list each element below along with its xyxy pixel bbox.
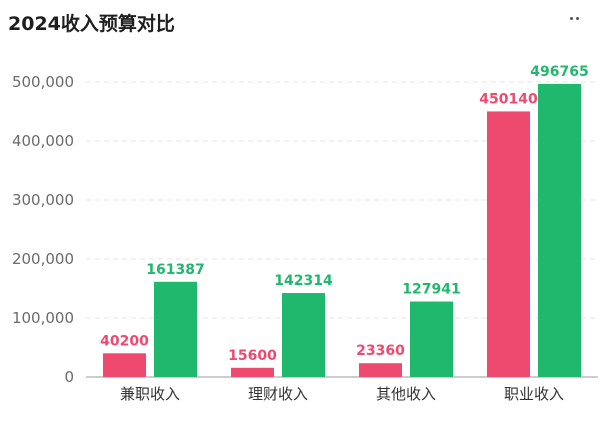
data-label: 15600 [228, 348, 277, 364]
bar[interactable] [154, 281, 197, 377]
data-label: 23360 [356, 343, 405, 359]
x-tick-label: 兼职收入 [120, 385, 180, 403]
data-label: 142314 [274, 273, 333, 289]
x-axis-labels: 兼职收入 理财收入 其他收入 职业收入 [120, 385, 564, 403]
more-dots-icon[interactable] [570, 13, 584, 23]
bar[interactable] [282, 293, 325, 377]
x-tick-label: 其他收入 [376, 385, 436, 403]
y-axis-ticks: 0 100,000 200,000 300,000 400,000 500,000 [12, 73, 74, 386]
bar[interactable] [231, 367, 274, 377]
data-label: 496765 [530, 64, 588, 80]
bar[interactable] [410, 301, 453, 377]
y-tick-label: 400,000 [12, 132, 74, 150]
data-label: 450140 [479, 91, 538, 107]
bar[interactable] [103, 353, 146, 377]
data-label: 127941 [402, 282, 460, 298]
y-tick-label: 300,000 [12, 191, 74, 209]
data-label: 40200 [100, 333, 149, 349]
x-tick-label: 理财收入 [248, 385, 308, 403]
x-tick-label: 职业收入 [504, 385, 564, 403]
bar[interactable] [359, 363, 402, 377]
y-tick-label: 100,000 [12, 309, 74, 327]
chart-title: 2024收入预算对比 [8, 13, 175, 35]
data-labels: 40200 161387 15600 142314 23360 127941 450140 4… [100, 64, 589, 364]
y-tick-label: 0 [64, 368, 74, 386]
data-label: 161387 [146, 262, 204, 278]
bar[interactable] [487, 111, 530, 378]
y-tick-label: 200,000 [12, 250, 74, 268]
bars [103, 83, 581, 378]
y-tick-label: 500,000 [12, 73, 74, 91]
bar[interactable] [538, 83, 581, 377]
